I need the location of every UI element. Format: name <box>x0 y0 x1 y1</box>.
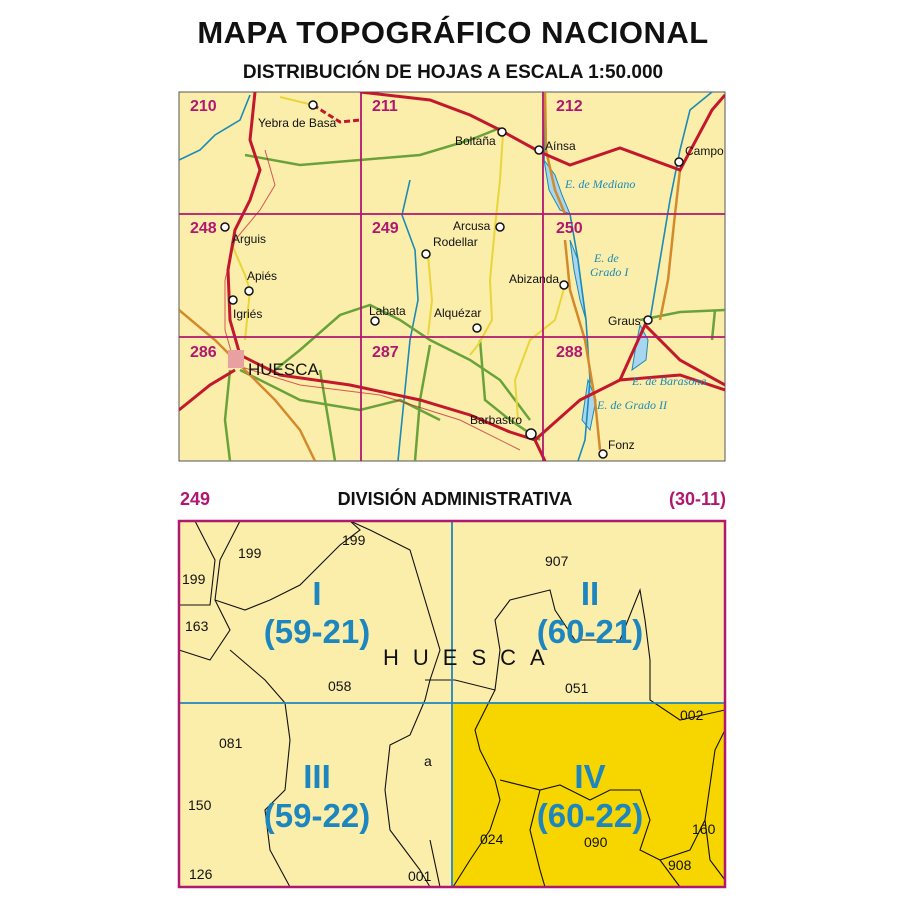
town-label: Abizanda <box>509 272 559 286</box>
town-label: Igriés <box>233 307 262 321</box>
town-label: Graus <box>608 314 641 328</box>
administrative-division-panel: 249 DIVISIÓN ADMINISTRATIVA (30-11) I (5… <box>177 488 727 889</box>
town-markers <box>220 100 684 459</box>
reservoir-label: E. de Barasona <box>631 374 706 388</box>
town-label: Boltaña <box>455 134 496 148</box>
sheet-number[interactable]: 286 <box>190 344 217 361</box>
municipality-code: a <box>424 753 432 769</box>
quadrant-i-code: (59-21) <box>264 613 370 650</box>
municipality-code: 160 <box>692 821 716 837</box>
municipality-code: 090 <box>584 834 608 850</box>
town-label: Barbastro <box>470 413 522 427</box>
town-label: Campo <box>685 144 724 158</box>
municipality-code: 199 <box>238 545 262 561</box>
reservoir-label: E. de Grado II <box>596 398 668 412</box>
sheet-number[interactable]: 250 <box>556 220 583 237</box>
municipality-code: 150 <box>188 797 212 813</box>
reservoir-label: E. de <box>593 251 619 265</box>
sheet-number[interactable]: 210 <box>190 98 217 115</box>
sheet-number[interactable]: 287 <box>372 344 399 361</box>
sheet-number[interactable]: 212 <box>556 98 583 115</box>
quadrant-iv-code: (60-22) <box>537 797 643 834</box>
town-label: Fonz <box>608 438 635 452</box>
admin-frame <box>177 519 727 889</box>
town-label: Apiés <box>247 269 277 283</box>
municipality-code: 907 <box>545 553 569 569</box>
town-label: Rodellar <box>433 235 478 249</box>
quadrant-grid <box>179 521 725 887</box>
town-label: Labata <box>369 304 406 318</box>
roads-minor <box>231 96 566 421</box>
municipality-code: 002 <box>680 707 704 723</box>
reservoir-label: Grado I <box>590 265 629 279</box>
admin-code: (30-11) <box>669 489 726 509</box>
municipality-code: 199 <box>342 532 366 548</box>
sheet-number[interactable]: 248 <box>190 220 217 237</box>
quadrant-i-label[interactable]: I <box>312 575 321 612</box>
road-under-construction <box>312 103 361 124</box>
reservoir-label: E. de Mediano <box>564 177 635 191</box>
quadrant-iv-label[interactable]: IV <box>574 758 605 795</box>
quadrant-ii-code: (60-21) <box>537 613 643 650</box>
town-label: Arguis <box>232 232 266 246</box>
city-label-huesca: HUESCA <box>248 360 320 379</box>
municipality-code: 126 <box>189 866 213 882</box>
rivers <box>179 92 713 461</box>
page-subtitle: DISTRIBUCIÓN DE HOJAS A ESCALA 1:50.000 <box>243 61 663 83</box>
page-title: MAPA TOPOGRÁFICO NACIONAL <box>197 15 708 50</box>
sheet-number[interactable]: 288 <box>556 344 583 361</box>
admin-sheet-number: 249 <box>180 489 210 509</box>
town-label: Aínsa <box>545 139 576 153</box>
sheet-number[interactable]: 249 <box>372 220 399 237</box>
motorway <box>224 149 521 451</box>
quadrant-ii-label[interactable]: II <box>581 575 599 612</box>
municipality-code: 081 <box>219 735 243 751</box>
town-label: Alquézar <box>434 306 481 320</box>
municipality-code: 199 <box>182 571 206 587</box>
municipal-boundaries <box>178 520 726 888</box>
municipality-code: 058 <box>328 678 352 694</box>
admin-title: DIVISIÓN ADMINISTRATIVA <box>338 488 573 509</box>
sheet-grid <box>179 92 725 461</box>
municipality-code: 024 <box>480 831 504 847</box>
sheet-number[interactable]: 211 <box>372 98 398 115</box>
municipality-code: 051 <box>565 680 589 696</box>
quadrant-iii-label[interactable]: III <box>303 758 331 795</box>
huesca-urban-area <box>228 350 244 368</box>
province-label: HUESCA <box>383 645 559 670</box>
sheet-location-map: 210 211 212 248 249 250 286 287 288 Yebr… <box>178 91 726 462</box>
roads-local <box>179 92 682 461</box>
town-label: Arcusa <box>453 219 491 233</box>
municipality-code: 163 <box>185 618 209 634</box>
town-label: Yebra de Basa <box>258 116 337 130</box>
municipality-code: 908 <box>668 857 692 873</box>
quadrant-iii-code: (59-22) <box>264 797 370 834</box>
municipality-code: 001 <box>408 868 432 884</box>
